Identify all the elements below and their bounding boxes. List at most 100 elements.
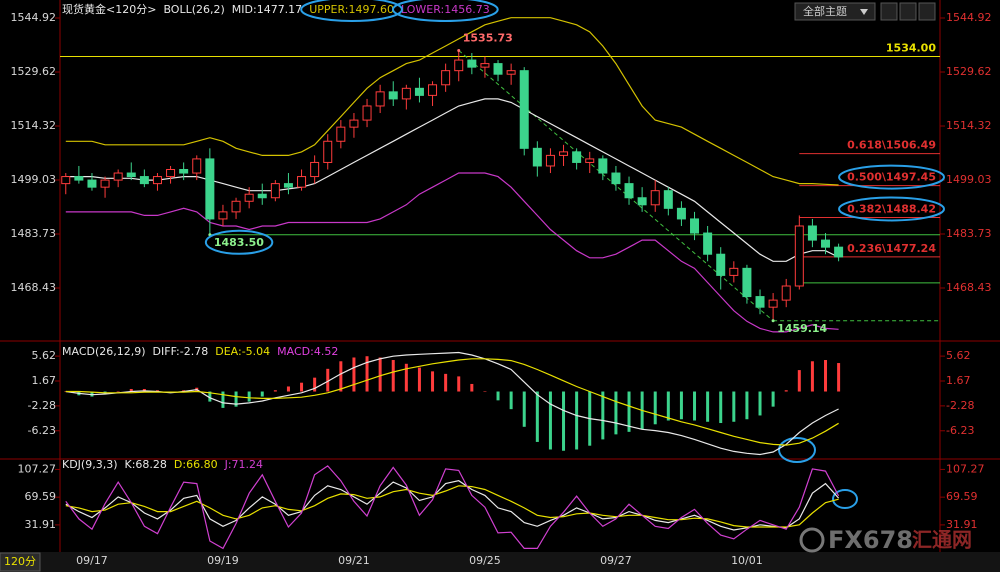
highlight-ellipse — [778, 437, 816, 463]
macd-bar — [273, 390, 277, 392]
candle-body — [663, 190, 673, 209]
y-tick-label: 1499.03 — [11, 173, 57, 186]
candle-body — [270, 183, 280, 199]
candle-body — [559, 151, 569, 156]
macd-bar — [142, 388, 146, 392]
candle-body — [231, 200, 241, 213]
legend-entry: UPPER:1497.60 — [309, 3, 394, 16]
series-line — [65, 351, 839, 456]
macd-bar — [470, 383, 474, 392]
level-label: 0.236\1477.24 — [847, 242, 936, 255]
candle-body — [545, 154, 555, 167]
legend-entry: K:68.28 — [125, 458, 167, 471]
macd-bar — [693, 391, 697, 421]
macd-bar — [339, 361, 343, 392]
candle-body — [650, 190, 660, 206]
macd-bar — [509, 391, 513, 410]
macd-bar — [260, 391, 264, 397]
watermark-logo — [799, 527, 825, 553]
legend-entry: LOWER:1456.73 — [401, 3, 490, 16]
macd-bar — [90, 391, 94, 397]
y-tick-label: 1544.92 — [11, 11, 57, 24]
toolbar-button[interactable] — [899, 2, 917, 21]
macd-bar — [300, 382, 304, 392]
macd-bar — [837, 363, 841, 392]
candle-body — [113, 172, 123, 181]
macd-bar — [404, 363, 408, 392]
macd-bar — [522, 391, 526, 427]
annotation-point — [771, 319, 775, 323]
macd-bar — [234, 391, 238, 407]
macd-bar — [378, 357, 382, 392]
y-tick-label: 31.91 — [25, 518, 57, 531]
candle-body — [297, 176, 307, 188]
macd-bar — [496, 391, 500, 401]
y-tick-label: -6.23 — [28, 424, 56, 437]
macd-bar — [653, 391, 657, 425]
candle-body — [624, 183, 634, 199]
candle-body — [467, 59, 477, 68]
macd-bar — [431, 371, 435, 392]
candle-body — [690, 218, 700, 234]
y-tick-label: 1529.62 — [11, 65, 57, 78]
candle-body — [807, 225, 817, 241]
y-tick-label: 5.62 — [32, 349, 57, 362]
toolbar-button[interactable] — [918, 2, 936, 21]
y-tick-label: 1.67 — [32, 374, 57, 387]
highlight-ellipse — [832, 489, 858, 509]
y-tick-label: 1529.62 — [946, 65, 992, 78]
candle-body — [506, 70, 516, 75]
candle-body — [676, 207, 686, 220]
y-tick-label: 1468.43 — [946, 281, 992, 294]
candle-body — [821, 239, 831, 248]
theme-dropdown-label: 全部主题 — [803, 4, 847, 18]
macd-bar — [797, 370, 801, 392]
macd-bar — [601, 391, 605, 440]
macd-bar — [666, 391, 670, 421]
x-tick-label: 10/01 — [731, 554, 763, 567]
macd-bar — [732, 391, 736, 422]
candle-body — [244, 193, 254, 202]
macd-bar — [562, 391, 566, 451]
series-line — [65, 98, 839, 262]
candle-body — [454, 59, 464, 72]
watermark-cn: 汇通网 — [912, 528, 972, 552]
candle-body — [742, 267, 752, 298]
macd-bar — [182, 390, 186, 392]
macd-bar — [824, 360, 828, 392]
candle-body — [152, 176, 162, 185]
y-tick-label: 1.67 — [946, 374, 971, 387]
macd-bar — [627, 391, 631, 432]
candle-body — [480, 63, 490, 68]
candle-body — [218, 211, 228, 220]
period-tab[interactable] — [0, 552, 41, 572]
x-tick-label: 09/27 — [600, 554, 632, 567]
candle-body — [768, 299, 778, 308]
macd-bar — [116, 391, 120, 393]
candle-body — [441, 70, 451, 86]
series-line — [65, 172, 839, 333]
theme-dropdown[interactable] — [794, 2, 876, 21]
macd-bar — [286, 386, 290, 392]
candle-body — [179, 169, 189, 174]
annotation-point — [457, 48, 461, 52]
macd-bar — [391, 360, 395, 392]
candle-body — [703, 232, 713, 255]
macd-bar — [771, 391, 775, 407]
candle-body — [519, 70, 529, 149]
toolbar-button[interactable] — [880, 2, 898, 21]
legend-entry: DIFF:-2.78 — [153, 345, 209, 358]
candle-body — [362, 105, 372, 121]
macd-bar — [758, 391, 762, 416]
candle-body — [336, 126, 346, 142]
macd-bar — [313, 377, 317, 392]
macd-bar — [208, 391, 212, 402]
candle-body — [401, 87, 411, 100]
y-tick-label: -2.28 — [28, 399, 56, 412]
macd-bar — [417, 367, 421, 392]
candle-body — [205, 158, 215, 220]
legend-entry: D:66.80 — [174, 458, 218, 471]
y-tick-label: 1499.03 — [946, 173, 992, 186]
macd-bar — [535, 391, 539, 442]
